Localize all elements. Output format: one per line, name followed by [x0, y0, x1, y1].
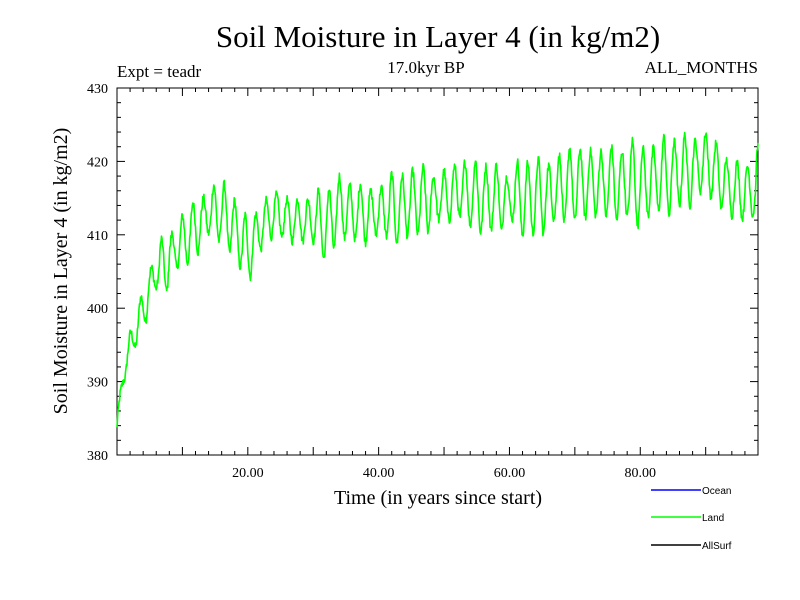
y-axis-label: Soil Moisture in Layer 4 (in kg/m2): [50, 128, 72, 415]
period-label: 17.0kyr BP: [387, 58, 464, 77]
y-tick-label: 400: [87, 302, 108, 317]
chart-title: Soil Moisture in Layer 4 (in kg/m2): [216, 19, 660, 54]
x-tick-label: 80.00: [625, 466, 657, 481]
legend-label-allsurf: AllSurf: [702, 541, 732, 552]
y-tick-label: 430: [87, 82, 108, 97]
x-axis: 20.00 40.00 60.00 80.00: [129, 88, 746, 481]
legend-label-land: Land: [702, 513, 724, 524]
y-tick-label: 380: [87, 449, 108, 464]
y-tick-label: 390: [87, 376, 108, 391]
x-axis-label: Time (in years since start): [334, 487, 542, 509]
experiment-label: Expt = teadr: [117, 62, 202, 81]
y-tick-label: 410: [87, 229, 108, 244]
y-axis: 380 390 400 410 420 430: [87, 82, 758, 464]
y-tick-label: 420: [87, 155, 108, 170]
legend-label-ocean: Ocean: [702, 486, 731, 497]
series-group: [116, 131, 759, 428]
land-series-line: [116, 131, 759, 428]
legend: Ocean Land AllSurf: [651, 486, 732, 552]
months-label: ALL_MONTHS: [645, 58, 758, 77]
x-tick-label: 60.00: [494, 466, 526, 481]
x-tick-label: 20.00: [232, 466, 264, 481]
plot-frame: [116, 87, 759, 456]
x-tick-label: 40.00: [363, 466, 395, 481]
